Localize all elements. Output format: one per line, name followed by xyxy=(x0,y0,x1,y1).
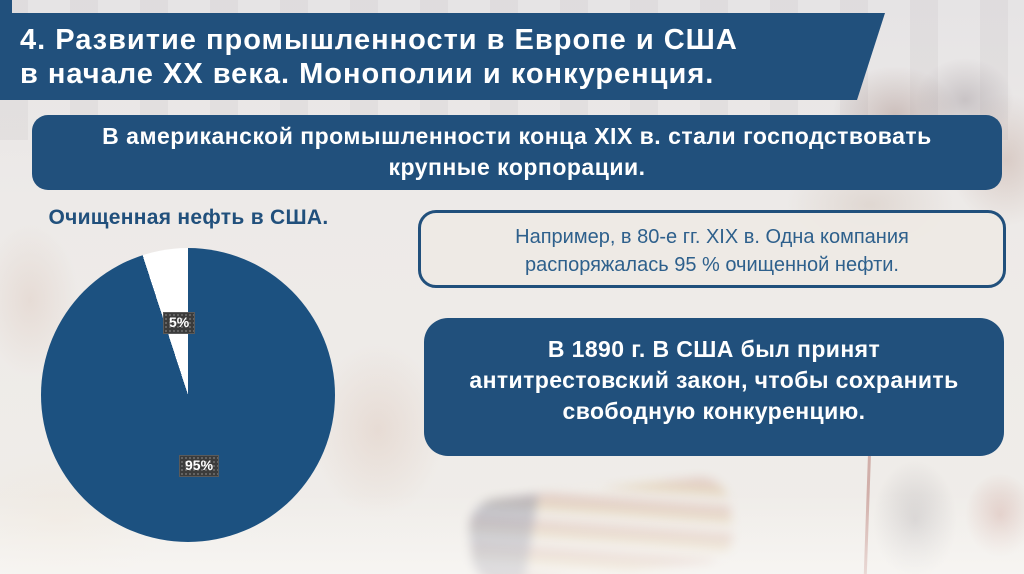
background-painting-flag xyxy=(466,474,736,574)
intro-line-1: В американской промышленности конца XIX … xyxy=(102,123,932,149)
law-line-3: свободную конкуренцию. xyxy=(562,398,866,424)
example-text-box: Например, в 80-е гг. XIX в. Одна компани… xyxy=(418,210,1006,288)
pie-chart xyxy=(41,248,335,542)
intro-line-2: крупные корпорации. xyxy=(388,154,646,180)
slide-title-line-1: 4. Развитие промышленности в Европе и СШ… xyxy=(20,24,738,56)
example-line-1: Например, в 80-е гг. XIX в. Одна компани… xyxy=(515,226,909,248)
title-banner: 4. Развитие промышленности в Европе и СШ… xyxy=(0,13,885,100)
example-line-2: распоряжалась 95 % очищенной нефти. xyxy=(525,254,899,276)
background-painting-staff xyxy=(863,447,872,574)
pie-data-label-95: 95% xyxy=(179,455,220,477)
intro-text-box: В американской промышленности конца XIX … xyxy=(32,115,1002,190)
law-text-box: В 1890 г. В США был принят антитрестовск… xyxy=(424,318,1004,456)
law-line-1: В 1890 г. В США был принят xyxy=(547,336,881,362)
pie-chart-title: Очищенная нефть в США. xyxy=(48,206,329,229)
slide-title-line-2: в начале XX века. Монополии и конкуренци… xyxy=(20,58,715,90)
corner-accent xyxy=(0,0,12,15)
pie-data-label-5: 5% xyxy=(163,312,196,334)
law-line-2: антитрестовский закон, чтобы сохранить xyxy=(469,367,959,393)
